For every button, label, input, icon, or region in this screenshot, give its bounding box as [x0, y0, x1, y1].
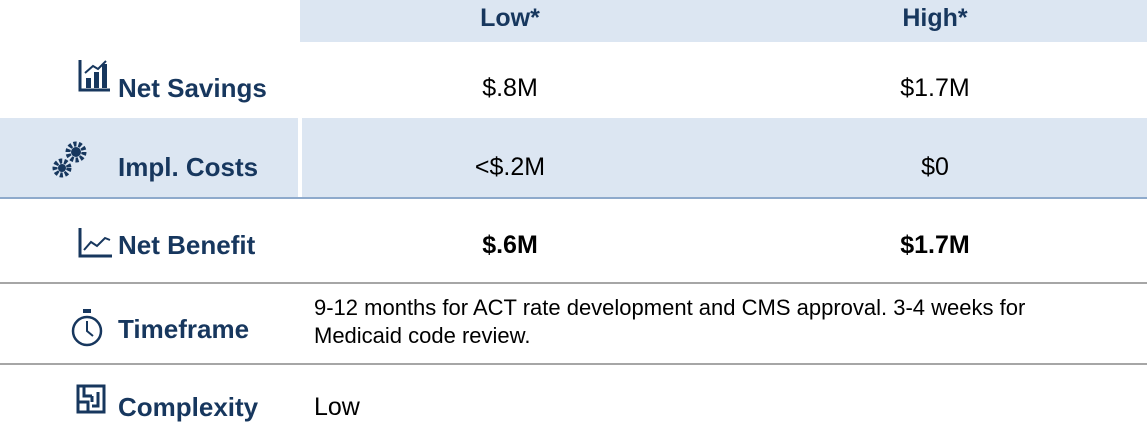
header-band	[300, 0, 1147, 42]
row-label: Timeframe	[118, 314, 250, 344]
low-value: <$.2M	[474, 153, 546, 181]
column-header: High*	[902, 4, 968, 32]
row-label: Impl. Costs	[118, 152, 259, 182]
row-label: Net Benefit	[118, 230, 256, 260]
low-value: $.8M	[482, 74, 538, 102]
column-header: Low*	[480, 4, 540, 32]
row-label: Complexity	[118, 392, 259, 422]
row-rule	[0, 197, 1147, 199]
row-rule	[0, 363, 1147, 365]
stopwatch-icon	[71, 309, 103, 347]
trend-icon	[78, 228, 112, 258]
row-band	[302, 118, 1147, 197]
complexity-text: Low	[314, 393, 360, 421]
high-value: $1.7M	[900, 74, 970, 102]
low-value: $.6M	[482, 231, 538, 259]
row-band	[0, 118, 298, 197]
high-value: $1.7M	[900, 231, 970, 259]
bar-chart-icon	[78, 60, 110, 92]
gears-icon	[52, 141, 87, 178]
maze-icon	[76, 384, 106, 414]
row-rule	[0, 282, 1147, 284]
row-label: Net Savings	[118, 73, 267, 103]
high-value: $0	[921, 153, 949, 181]
timeframe-text: 9-12 months for ACT rate development and…	[314, 295, 1026, 348]
